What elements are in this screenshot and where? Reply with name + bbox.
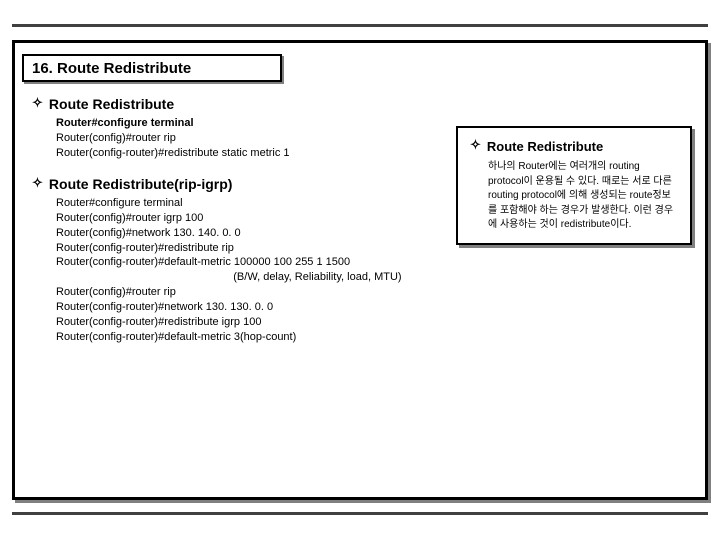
cmd-line: Router(config)#router igrp 100 bbox=[56, 211, 402, 226]
section-rip-igrp: ✧ Route Redistribute(rip-igrp) Router#co… bbox=[32, 176, 402, 344]
diamond-bullet-icon: ✧ bbox=[32, 95, 43, 111]
title-box: 16. Route Redistribute bbox=[22, 54, 282, 82]
cmd-line: Router(config-router)#default-metric 100… bbox=[56, 255, 402, 270]
slide-title: 16. Route Redistribute bbox=[32, 60, 191, 77]
section1-heading: ✧ Route Redistribute bbox=[32, 96, 290, 112]
info-heading: ✧ Route Redistribute bbox=[470, 138, 678, 154]
section2-heading: ✧ Route Redistribute(rip-igrp) bbox=[32, 176, 402, 192]
info-heading-text: Route Redistribute bbox=[487, 139, 603, 154]
cmd-line: Router(config-router)#network 130. 130. … bbox=[56, 300, 402, 315]
diamond-bullet-icon: ✧ bbox=[470, 137, 481, 153]
section1-heading-text: Route Redistribute bbox=[49, 96, 174, 112]
diamond-bullet-icon: ✧ bbox=[32, 175, 43, 191]
cmd-line: Router(config-router)#default-metric 3(h… bbox=[56, 330, 402, 345]
section2-commands: Router#configure terminal Router(config)… bbox=[56, 196, 402, 344]
section1-commands: Router#configure terminal Router(config)… bbox=[56, 116, 290, 161]
info-body-text: 하나의 Router에는 여러개의 routing protocol이 운용될 … bbox=[488, 160, 678, 233]
bottom-rule bbox=[12, 512, 708, 515]
cmd-line: Router(config-router)#redistribute rip bbox=[56, 241, 402, 256]
cmd-line: Router(config)#router rip bbox=[56, 131, 290, 146]
section-route-redistribute: ✧ Route Redistribute Router#configure te… bbox=[32, 96, 290, 161]
cmd-line: Router(config-router)#redistribute igrp … bbox=[56, 315, 402, 330]
section2-heading-text: Route Redistribute(rip-igrp) bbox=[49, 176, 233, 192]
cmd-line: Router#configure terminal bbox=[56, 196, 402, 211]
cmd-line: Router(config)#network 130. 140. 0. 0 bbox=[56, 226, 402, 241]
top-rule bbox=[12, 24, 708, 27]
cmd-line: Router(config-router)#redistribute stati… bbox=[56, 146, 290, 161]
info-box: ✧ Route Redistribute 하나의 Router에는 여러개의 r… bbox=[456, 126, 692, 245]
cmd-line: (B/W, delay, Reliability, load, MTU) bbox=[56, 270, 402, 285]
cmd-line: Router(config)#router rip bbox=[56, 285, 402, 300]
cmd-line: Router#configure terminal bbox=[56, 116, 290, 131]
